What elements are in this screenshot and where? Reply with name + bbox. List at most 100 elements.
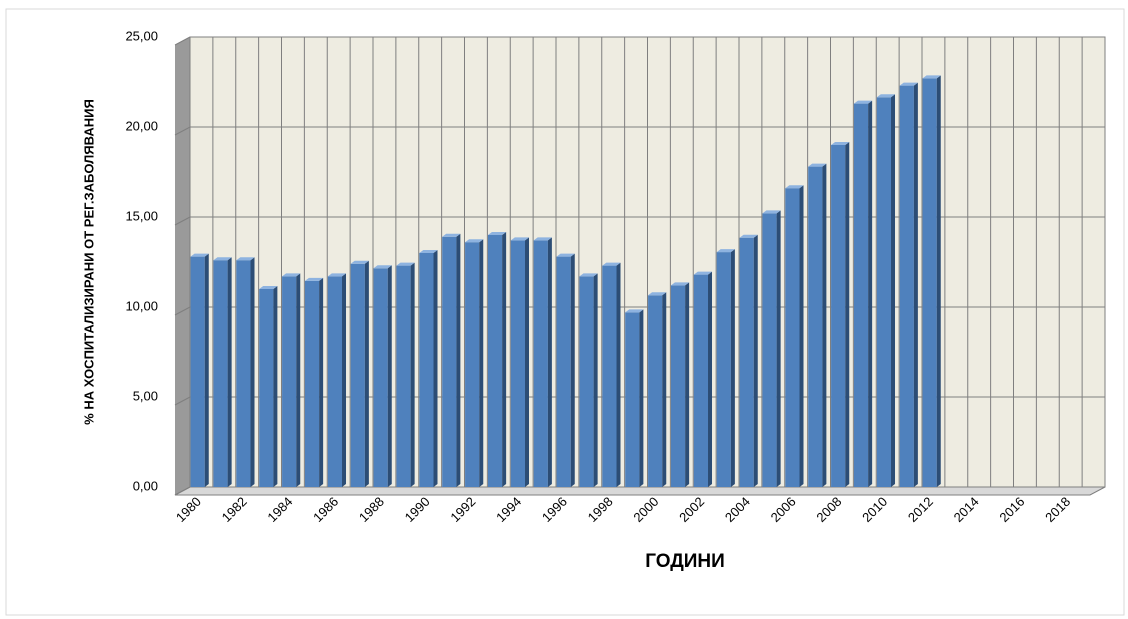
bar-top <box>396 262 415 266</box>
y-tick-label: 0,00 <box>133 478 158 493</box>
bar-top <box>831 142 850 145</box>
bar-top <box>282 273 301 277</box>
y-tick-label: 15,00 <box>125 208 158 223</box>
bar <box>831 145 846 487</box>
bar-side <box>456 233 461 487</box>
bar-top <box>716 249 735 253</box>
bar <box>533 240 548 487</box>
bar-top <box>670 282 690 286</box>
y-tick-label: 10,00 <box>125 298 158 313</box>
bar <box>487 235 503 487</box>
bar-side <box>845 142 850 487</box>
bar <box>808 166 823 487</box>
side-grid-line <box>174 306 191 316</box>
bar-side <box>662 292 667 487</box>
bar-top <box>693 271 713 275</box>
bar <box>785 188 800 487</box>
bar-side <box>502 232 507 487</box>
bar <box>259 289 274 487</box>
bar <box>922 78 937 488</box>
bar-side <box>730 249 735 487</box>
bar <box>556 256 571 487</box>
side-grid-line <box>174 126 191 136</box>
bar <box>236 260 251 487</box>
bar-side <box>364 260 369 487</box>
floor <box>174 486 1106 496</box>
bar-top <box>602 262 621 266</box>
bar-top <box>785 185 804 189</box>
bar <box>350 263 365 487</box>
bar <box>442 236 457 487</box>
y-tick-label: 20,00 <box>125 118 158 133</box>
bar <box>465 242 480 487</box>
y-axis-label: % НА ХОСПИТАЛИЗИРАНИ ОТ РЕГ.ЗАБОЛЯВАНИЯ <box>81 99 96 425</box>
bar-side <box>410 262 415 487</box>
y-tick-label: 5,00 <box>133 388 158 403</box>
bar-top <box>190 253 209 257</box>
side-grid-line <box>174 216 191 226</box>
bar <box>213 260 228 487</box>
bar <box>327 276 343 487</box>
side-grid-line <box>174 486 191 496</box>
bar-top <box>236 257 255 261</box>
bar-top <box>442 233 461 237</box>
bar <box>373 268 388 487</box>
bar <box>510 240 526 487</box>
bar-top <box>556 253 575 257</box>
bar-side <box>822 163 827 487</box>
bar <box>396 265 411 487</box>
bar-top <box>259 286 278 289</box>
bar-side <box>685 282 690 487</box>
bar-top <box>876 94 896 98</box>
y-tick-label: 25,00 <box>125 28 158 43</box>
bar-side <box>639 309 644 487</box>
bar-side <box>273 286 278 487</box>
bar-side <box>250 257 255 487</box>
bar-side <box>913 82 918 487</box>
bar-side <box>570 253 575 487</box>
bar-side <box>479 239 484 487</box>
bar <box>625 312 640 487</box>
side-grid-line <box>174 396 191 406</box>
bar-top <box>510 237 530 241</box>
bar-side <box>708 271 713 487</box>
bar-side <box>868 100 873 487</box>
bar <box>716 252 731 487</box>
bar <box>876 97 892 488</box>
bar-top <box>922 75 941 79</box>
bar-top <box>899 82 918 86</box>
bar-top <box>853 100 873 104</box>
bar <box>602 265 617 487</box>
bar-side <box>799 185 804 487</box>
bar-top <box>327 273 347 277</box>
bar <box>762 213 777 487</box>
bar-top <box>762 210 781 214</box>
bar <box>739 237 754 487</box>
bar-side <box>936 75 941 488</box>
bar-side <box>296 273 301 487</box>
bar-top <box>739 234 758 238</box>
bar-side <box>227 257 232 487</box>
bar-top <box>579 273 598 277</box>
bar-top <box>487 232 507 235</box>
bar-side <box>593 273 598 487</box>
bar-side <box>547 237 552 487</box>
side-grid-line <box>174 36 191 46</box>
bar <box>648 295 663 487</box>
bar-top <box>808 163 827 167</box>
bar-side <box>433 250 438 487</box>
bar-side <box>319 277 324 487</box>
bar-top <box>465 239 484 243</box>
bar <box>693 274 709 487</box>
bar <box>670 285 686 487</box>
bar <box>282 276 297 487</box>
bar <box>304 280 320 487</box>
bar-top <box>419 250 438 253</box>
bar-side <box>525 237 530 487</box>
bar-top <box>533 237 552 241</box>
bar-side <box>342 273 347 487</box>
bar-side <box>753 234 758 487</box>
bar-side <box>616 262 621 487</box>
